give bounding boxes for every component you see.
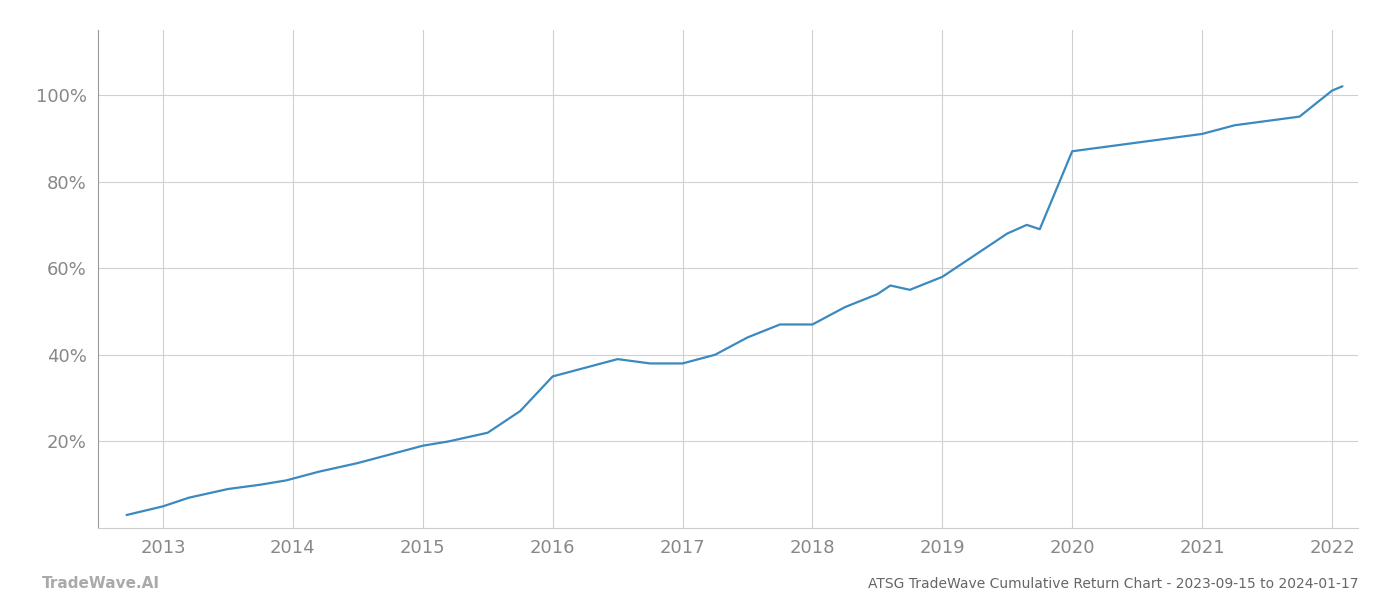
Text: ATSG TradeWave Cumulative Return Chart - 2023-09-15 to 2024-01-17: ATSG TradeWave Cumulative Return Chart -… bbox=[868, 577, 1358, 591]
Text: TradeWave.AI: TradeWave.AI bbox=[42, 576, 160, 591]
